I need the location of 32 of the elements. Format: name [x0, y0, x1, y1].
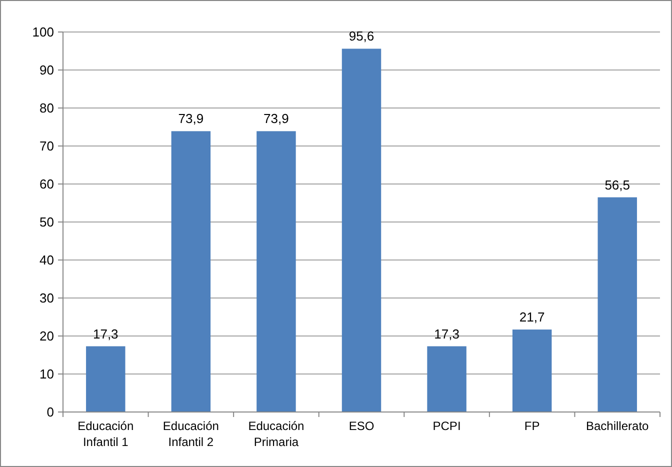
x-tick-label: Educación Infantil 1: [78, 419, 134, 449]
bar: [427, 346, 466, 412]
bar: [598, 197, 637, 412]
bar: [342, 48, 382, 412]
bar: [512, 330, 552, 412]
y-tick-label: 90: [40, 62, 54, 78]
y-tick-label: 0: [46, 404, 54, 420]
data-label: 73,9: [178, 111, 204, 126]
y-tick-label: 30: [40, 290, 54, 306]
x-tick-label: ESO: [348, 419, 374, 433]
x-tick-label: Educación Infantil 2: [162, 419, 219, 449]
bar: [256, 131, 296, 412]
y-tick-label: 80: [40, 100, 54, 116]
data-label: 21,7: [519, 310, 545, 325]
y-tick-label: 20: [40, 328, 54, 344]
y-tick-label: 70: [40, 138, 54, 154]
data-label: 95,6: [348, 28, 374, 44]
x-tick-label: PCPI: [432, 419, 461, 433]
x-tick-label: Bachillerato: [586, 419, 650, 433]
data-label: 17,3: [434, 326, 460, 342]
y-tick-label: 40: [40, 252, 54, 268]
bar: [86, 346, 126, 412]
y-tick-label: 60: [40, 176, 54, 192]
x-tick-label: Educación Primaria: [248, 419, 304, 449]
data-label: 56,5: [604, 177, 630, 192]
y-tick-label: 10: [40, 366, 54, 382]
bar: [171, 131, 211, 412]
y-tick-label: 50: [40, 214, 54, 230]
data-label: 73,9: [264, 111, 289, 126]
data-label: 17,3: [92, 326, 118, 342]
x-tick-label: FP: [524, 419, 540, 433]
y-tick-label: 100: [32, 24, 54, 40]
